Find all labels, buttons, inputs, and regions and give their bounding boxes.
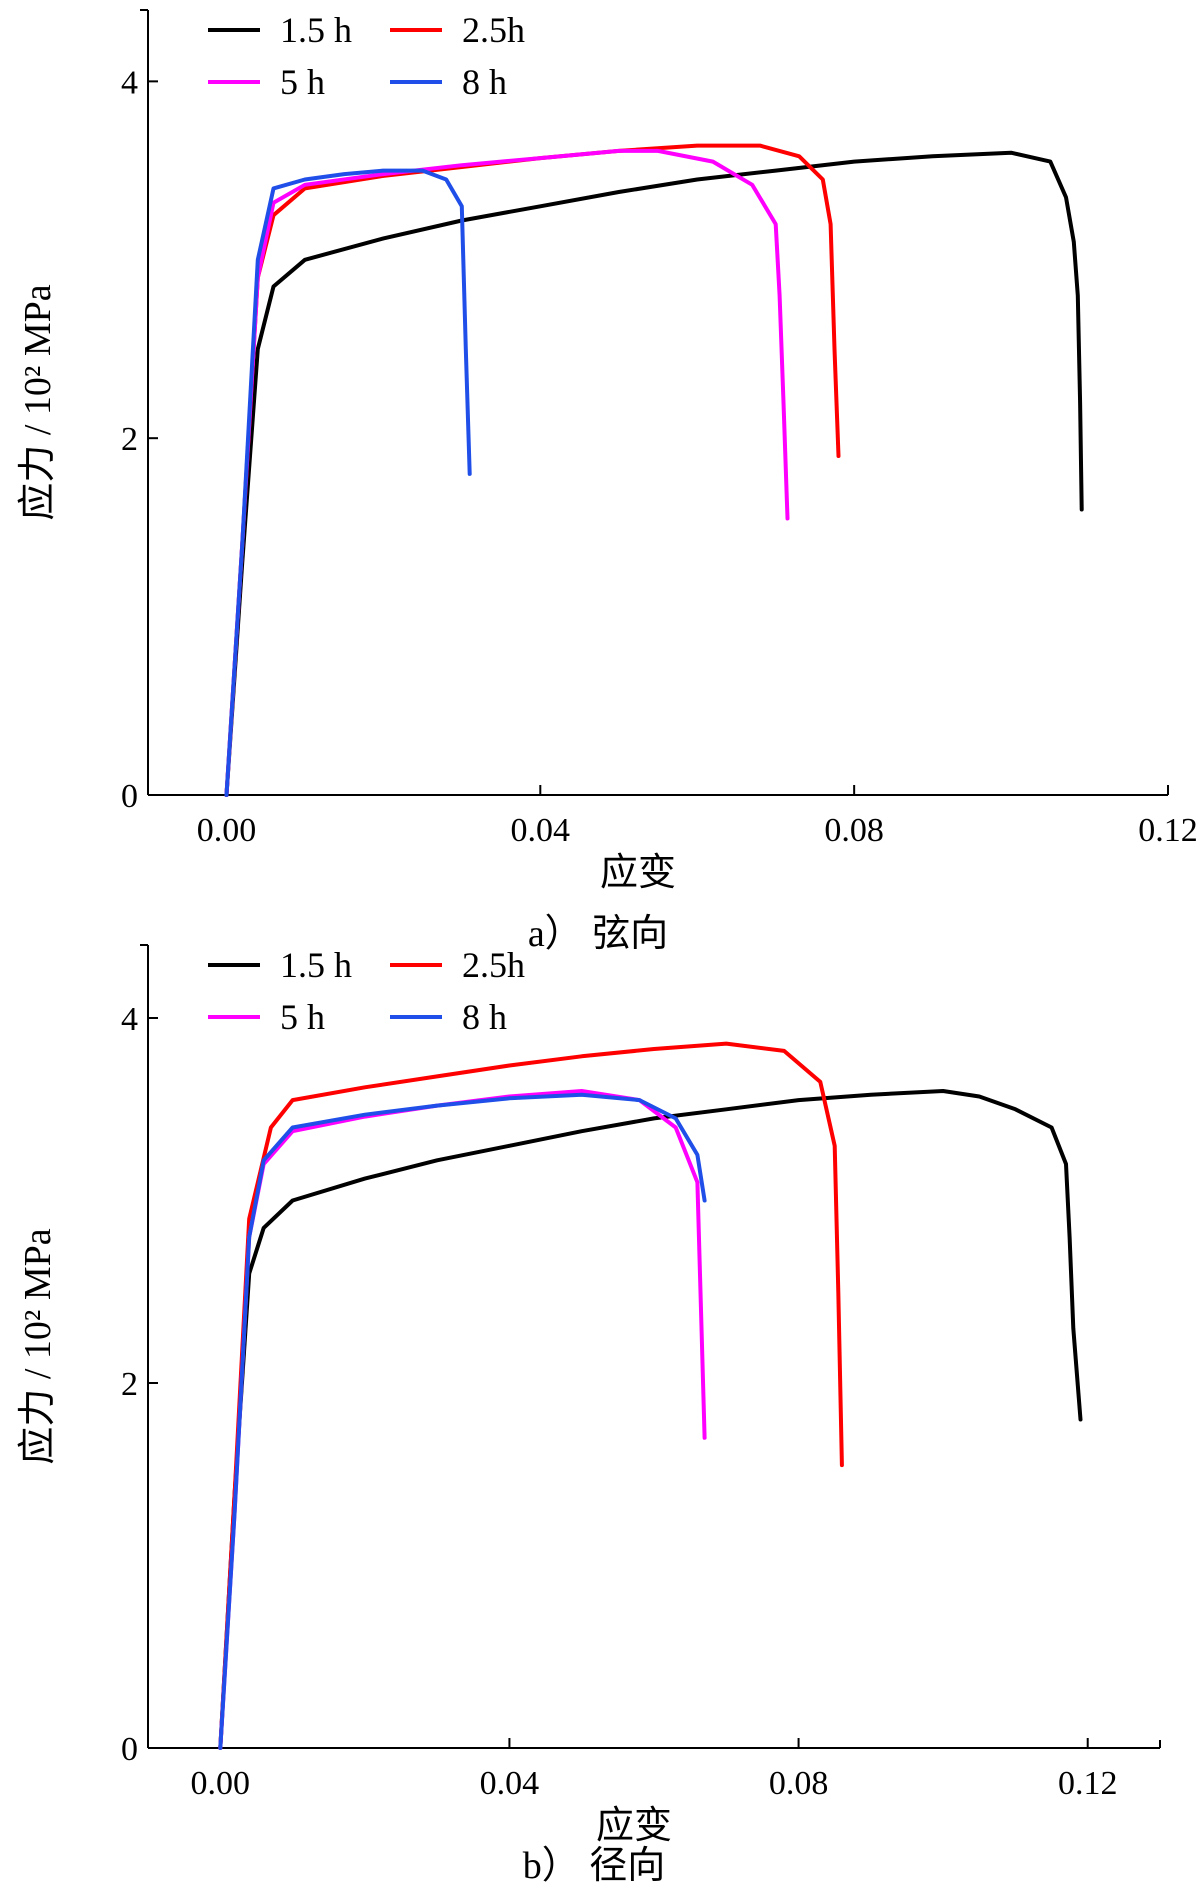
series-line-b-2 (218, 1089, 707, 1750)
series-line-b-1 (218, 1041, 844, 1750)
series-line-a-3 (224, 168, 472, 797)
y-tick-label-b-0: 0 (121, 1731, 138, 1768)
x-tick-label-a-2: 0.08 (824, 812, 884, 849)
legend-label-a-0: 1.5 h (280, 10, 352, 50)
legend-label-b-3: 8 h (462, 997, 507, 1037)
x-axis-label-a: 应变 (600, 852, 676, 894)
series-line-b-3 (218, 1092, 707, 1750)
y-tick-label-a-0: 0 (121, 778, 138, 815)
x-axis-label-b: 应变 (596, 1805, 672, 1847)
legend-label-a-3: 8 h (462, 62, 507, 102)
x-tick-label-b-1: 0.04 (480, 1765, 540, 1802)
y-axis-label-b: 应力 / 10² MPa (17, 1228, 59, 1464)
x-tick-label-a-0: 0.00 (197, 812, 257, 849)
x-tick-label-a-3: 0.12 (1138, 812, 1198, 849)
series-line-a-2 (224, 148, 790, 797)
panel-caption-b: b） 径向 (523, 1845, 666, 1887)
legend-label-a-1: 2.5h (462, 10, 525, 50)
series-line-a-1 (224, 143, 841, 797)
y-tick-label-a-1: 2 (121, 421, 138, 458)
y-tick-label-b-2: 4 (121, 1001, 138, 1038)
x-tick-label-a-1: 0.04 (511, 812, 571, 849)
legend-label-a-2: 5 h (280, 62, 325, 102)
y-tick-label-a-2: 4 (121, 64, 138, 101)
x-tick-label-b-2: 0.08 (769, 1765, 829, 1802)
legend-label-b-1: 2.5h (462, 945, 525, 985)
y-axis-label-a: 应力 / 10² MPa (17, 284, 59, 520)
x-tick-label-b-0: 0.00 (191, 1765, 251, 1802)
legend-label-b-2: 5 h (280, 997, 325, 1037)
x-tick-label-b-3: 0.12 (1058, 1765, 1118, 1802)
series-line-a-0 (224, 150, 1084, 797)
legend-label-b-0: 1.5 h (280, 945, 352, 985)
y-tick-label-b-1: 2 (121, 1366, 138, 1403)
panel-caption-a: a） 弦向 (528, 913, 668, 955)
series-line-b-0 (218, 1089, 1083, 1750)
